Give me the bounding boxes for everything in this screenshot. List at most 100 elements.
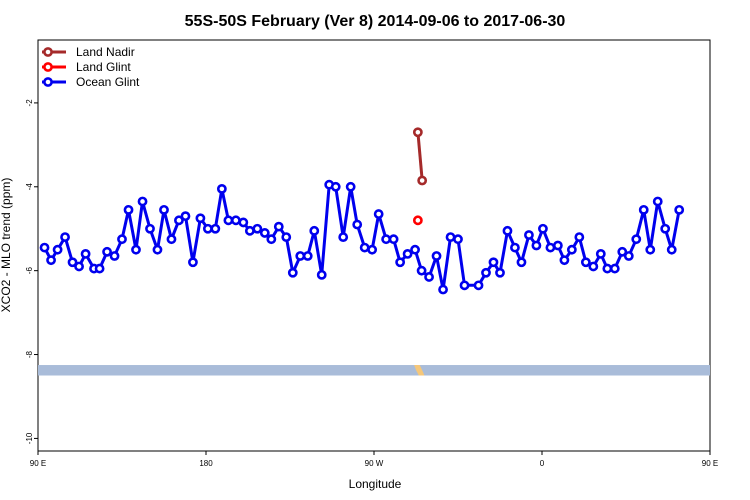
- data-point: [416, 265, 427, 276]
- legend-label: Land Nadir: [76, 45, 135, 59]
- x-tick-label: 0: [540, 459, 545, 468]
- data-point: [417, 175, 428, 186]
- data-point: [166, 234, 177, 245]
- data-point: [545, 242, 556, 253]
- legend-marker: [43, 47, 53, 57]
- data-point: [266, 234, 277, 245]
- data-point: [123, 204, 134, 215]
- data-point: [74, 261, 84, 272]
- data-point: [52, 244, 63, 255]
- y-tick-label: -2: [25, 99, 34, 107]
- data-point: [39, 242, 50, 253]
- series-line: [416, 132, 424, 181]
- data-point: [645, 244, 656, 255]
- x-axis-label: Longitude: [349, 477, 402, 491]
- data-point: [402, 248, 413, 259]
- data-point: [516, 257, 527, 268]
- y-tick-label: -6: [25, 267, 34, 275]
- data-point: [159, 204, 169, 215]
- data-point: [524, 230, 534, 240]
- data-point: [309, 225, 320, 236]
- y-axis-label: XCO2 - MLO trend (ppm): [0, 178, 13, 313]
- series-land-glint: [412, 215, 423, 226]
- data-point: [60, 232, 70, 243]
- map-land-patch: [414, 365, 425, 376]
- data-point: [117, 234, 127, 245]
- legend-item: Land Nadir: [42, 45, 135, 59]
- series-layer: [39, 127, 685, 295]
- data-point: [259, 228, 270, 238]
- legend-item: Land Glint: [42, 60, 131, 74]
- data-point: [180, 211, 191, 222]
- data-point: [481, 267, 491, 278]
- data-point: [459, 280, 470, 291]
- data-point: [174, 215, 184, 226]
- data-point: [652, 196, 663, 207]
- chart-title: 55S-50S February (Ver 8) 2014-09-06 to 2…: [185, 13, 566, 30]
- data-point: [502, 225, 513, 236]
- x-tick-label: 90 E: [30, 459, 46, 468]
- data-point: [566, 244, 577, 255]
- data-point: [352, 219, 363, 230]
- data-point: [660, 223, 671, 234]
- data-point: [102, 246, 112, 257]
- data-point: [80, 248, 91, 259]
- data-point: [617, 246, 628, 257]
- data-point: [94, 263, 105, 274]
- legend-item: Ocean Glint: [42, 75, 140, 89]
- data-point: [431, 251, 442, 261]
- data-point: [574, 232, 585, 243]
- legend-label: Ocean Glint: [76, 75, 140, 89]
- data-point: [410, 244, 420, 255]
- data-point: [473, 280, 484, 291]
- data-point: [338, 232, 349, 243]
- series-ocean-glint: [39, 179, 685, 295]
- data-point: [330, 181, 341, 192]
- data-point: [412, 127, 423, 138]
- data-point: [531, 240, 542, 251]
- data-point: [438, 284, 448, 295]
- y-tick-label: -10: [25, 432, 34, 444]
- data-point: [281, 232, 292, 243]
- data-point: [244, 225, 255, 236]
- data-point: [602, 263, 613, 274]
- data-point: [345, 181, 356, 192]
- x-axis: 90 E 180 90 W 0 90 E: [30, 451, 718, 468]
- data-point: [316, 269, 327, 280]
- data-point: [373, 209, 384, 219]
- x-tick-label: 180: [199, 459, 213, 468]
- data-point: [495, 267, 505, 278]
- data-point: [631, 234, 642, 245]
- data-point: [216, 183, 227, 194]
- x-tick-label: 90 W: [365, 459, 384, 468]
- data-point: [424, 272, 434, 282]
- data-point: [195, 213, 206, 224]
- y-tick-label: -4: [25, 183, 34, 191]
- map-ocean-band: [38, 365, 710, 376]
- map-strip: [38, 365, 710, 376]
- data-point: [445, 232, 456, 243]
- data-point: [453, 234, 463, 245]
- data-point: [202, 223, 213, 234]
- series-land-nadir: [412, 127, 428, 186]
- data-point: [580, 257, 591, 268]
- data-point: [131, 244, 141, 255]
- data-point: [595, 248, 606, 259]
- data-point: [223, 215, 234, 226]
- data-point: [210, 223, 221, 234]
- legend-label: Land Glint: [76, 60, 131, 74]
- data-point: [388, 234, 399, 245]
- data-point: [538, 223, 548, 234]
- data-point: [295, 251, 306, 261]
- data-point: [145, 223, 155, 234]
- data-point: [638, 204, 649, 215]
- data-point: [152, 244, 163, 255]
- data-point: [588, 261, 599, 272]
- data-point: [302, 251, 313, 261]
- data-point: [412, 215, 423, 226]
- legend-marker: [43, 77, 53, 87]
- data-point: [287, 267, 298, 278]
- data-point: [666, 244, 677, 255]
